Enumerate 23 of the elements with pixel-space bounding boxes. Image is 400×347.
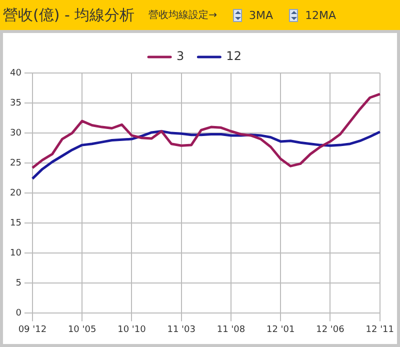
y-tick-label: 30 [10,128,22,138]
x-tick-label: 10 '10 [118,324,146,335]
chart-title: 營收(億) - 均線分析 [3,6,135,24]
text: 3MA [249,8,274,22]
legend-label: 12 [226,49,242,64]
y-tick-label: 10 [10,248,22,258]
text: 12MA [305,8,336,22]
y-tick-label: 20 [10,188,22,198]
x-tick-label: 12 '06 [316,324,345,335]
y-tick-label: 40 [10,68,22,78]
y-tick-label: 25 [10,158,22,168]
x-tick-label: 12 '01 [266,324,295,335]
y-tick-label: 0 [16,308,22,319]
legend-label: 3 [176,49,184,64]
x-tick-label: 11 '03 [167,324,196,335]
y-tick-label: 35 [10,98,22,108]
x-tick-label: 09 '12 [18,324,47,335]
x-tick-label: 10 '05 [68,324,96,335]
x-tick-label: 12 '11 [366,324,394,335]
y-tick-label: 15 [10,218,22,228]
y-tick-label: 5 [16,278,22,289]
text: 營收均線設定→ [148,8,218,22]
x-tick-label: 11 '08 [216,324,246,335]
